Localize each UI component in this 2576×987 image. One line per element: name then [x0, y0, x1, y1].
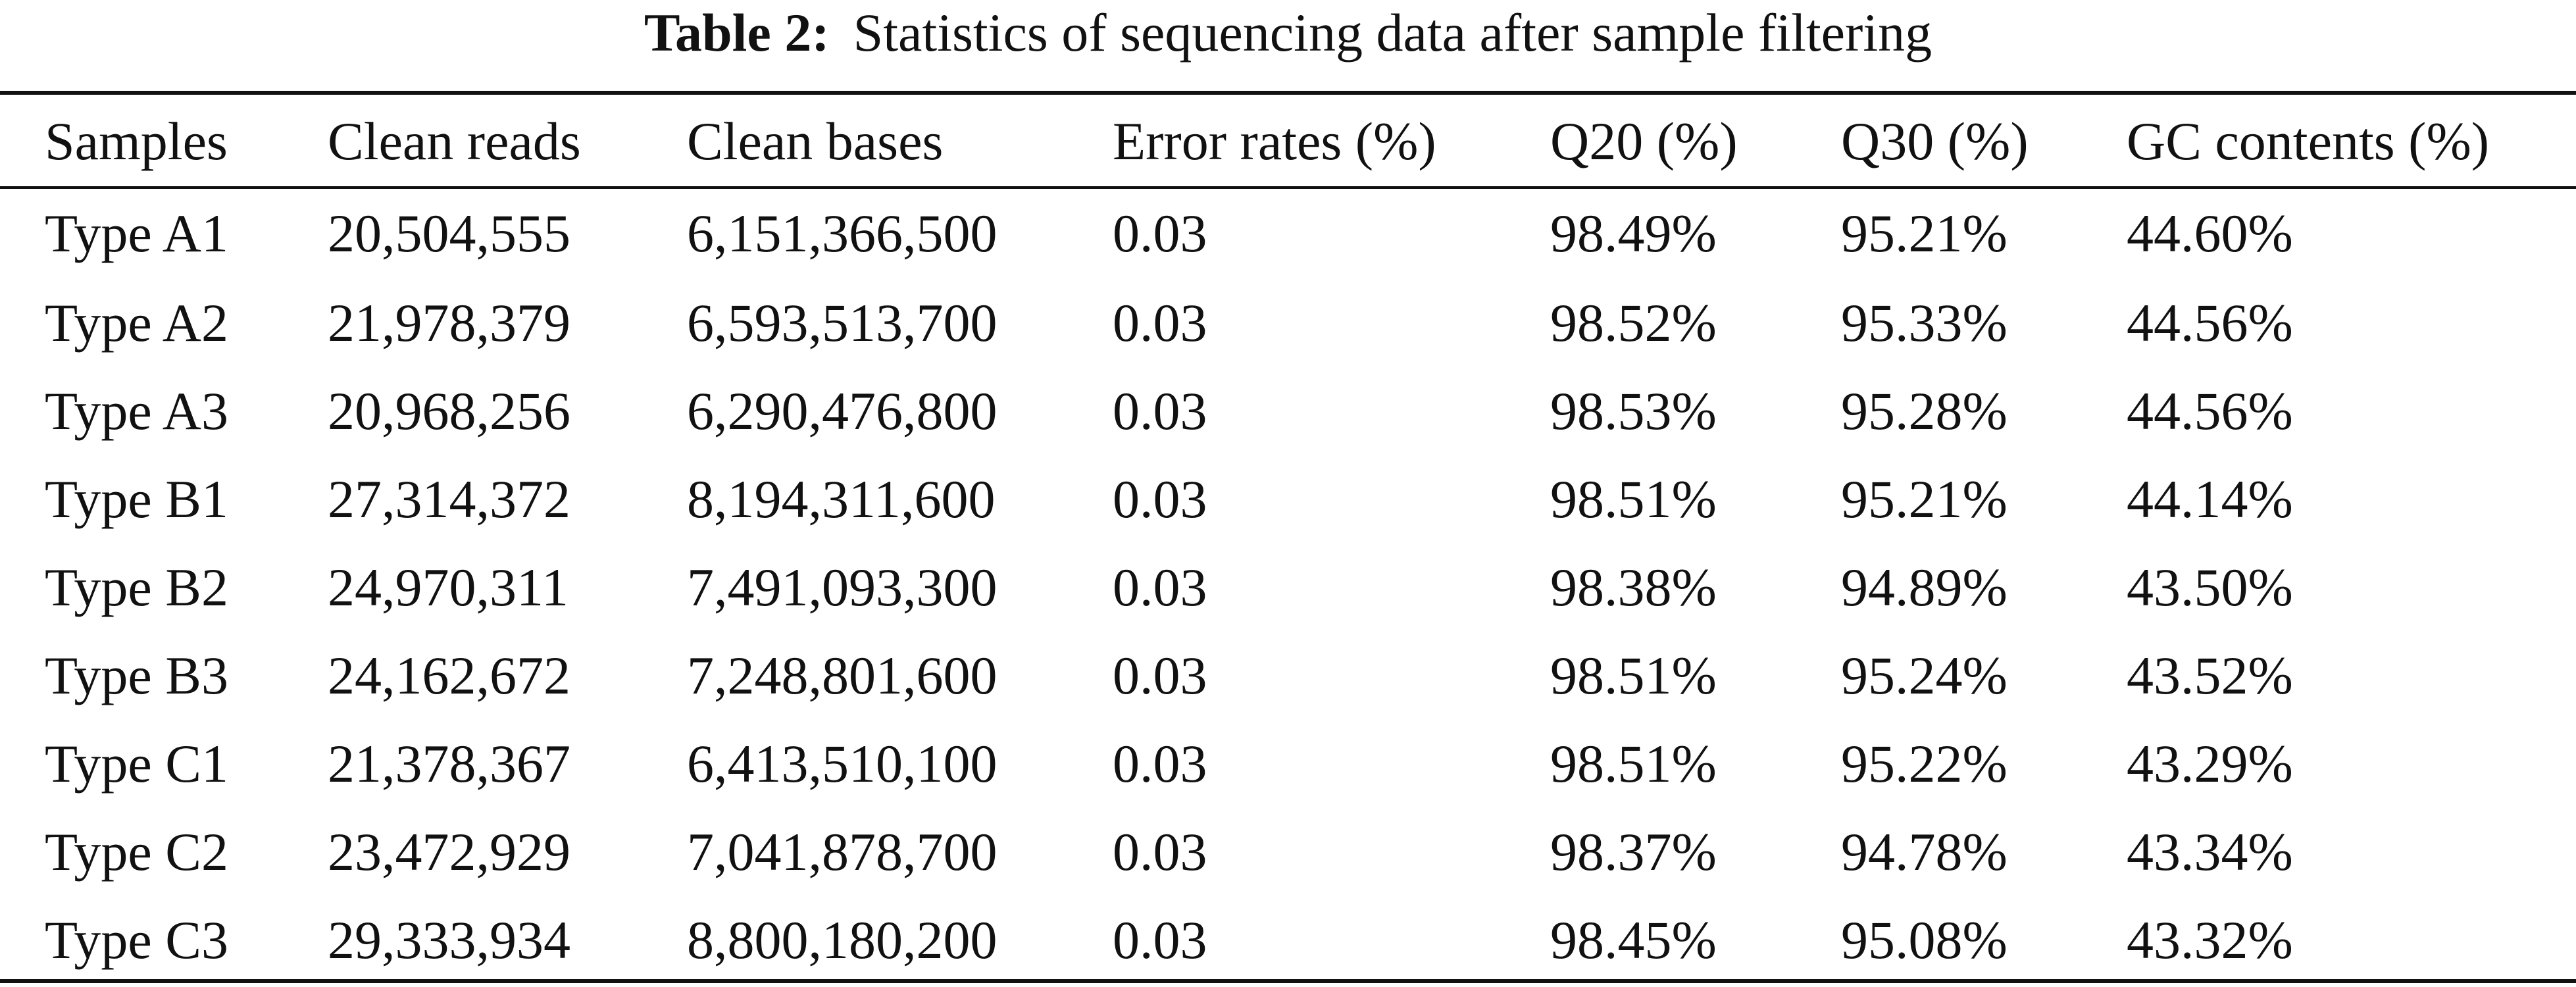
cell-clean-reads: 21,978,379 — [328, 293, 570, 353]
cell-clean-bases: 8,194,311,600 — [687, 469, 996, 529]
cell-gc-content: 43.32% — [2127, 910, 2293, 970]
cell-q30: 95.24% — [1841, 645, 2008, 705]
cell-sample: Type A2 — [45, 293, 228, 353]
sequencing-stats-table: Samples Clean reads Clean bases Error ra… — [0, 95, 2576, 984]
cell-error-rate: 0.03 — [1113, 557, 1207, 617]
cell-q20: 98.53% — [1550, 381, 1717, 441]
cell-q20: 98.51% — [1550, 469, 1717, 529]
cell-clean-bases: 6,151,366,500 — [687, 203, 998, 263]
cell-q20: 98.52% — [1550, 293, 1717, 353]
table-caption: Table 2: Statistics of sequencing data af… — [0, 0, 2576, 78]
cell-sample: Type C3 — [45, 910, 228, 970]
cell-q20: 98.45% — [1550, 910, 1717, 970]
cell-q20: 98.38% — [1550, 557, 1717, 617]
cell-sample: Type C2 — [45, 822, 228, 882]
cell-q30: 94.78% — [1841, 822, 2008, 882]
cell-error-rate: 0.03 — [1113, 645, 1207, 705]
cell-error-rate: 0.03 — [1113, 734, 1207, 794]
cell-q30: 95.22% — [1841, 734, 2008, 794]
cell-q20: 98.49% — [1550, 203, 1717, 263]
cell-clean-reads: 24,970,311 — [328, 557, 568, 617]
cell-q20: 98.51% — [1550, 645, 1717, 705]
header-q20: Q20 (%) — [1550, 111, 1738, 171]
cell-gc-content: 43.34% — [2127, 822, 2293, 882]
cell-clean-reads: 27,314,372 — [328, 469, 570, 529]
header-samples: Samples — [45, 111, 228, 171]
table-bottom-rule — [0, 979, 2576, 983]
cell-sample: Type A1 — [45, 203, 228, 263]
cell-error-rate: 0.03 — [1113, 203, 1207, 263]
cell-clean-reads: 23,472,929 — [328, 822, 570, 882]
cell-clean-reads: 29,333,934 — [328, 910, 570, 970]
cell-q20: 98.51% — [1550, 734, 1717, 794]
cell-clean-bases: 7,041,878,700 — [687, 822, 998, 882]
cell-clean-bases: 6,593,513,700 — [687, 293, 998, 353]
table-body: Type A1 20,504,555 6,151,366,500 0.03 98… — [0, 188, 2576, 984]
cell-sample: Type B2 — [45, 557, 228, 617]
header-clean-bases: Clean bases — [687, 111, 944, 171]
cell-q30: 95.08% — [1841, 910, 2008, 970]
cell-clean-bases: 7,248,801,600 — [687, 645, 998, 705]
cell-gc-content: 43.52% — [2127, 645, 2293, 705]
cell-gc-content: 43.50% — [2127, 557, 2293, 617]
cell-sample: Type B1 — [45, 469, 228, 529]
header-gc-contents: GC contents (%) — [2127, 111, 2490, 171]
cell-q30: 95.28% — [1841, 381, 2008, 441]
cell-gc-content: 43.29% — [2127, 734, 2293, 794]
cell-gc-content: 44.14% — [2127, 469, 2293, 529]
cell-error-rate: 0.03 — [1113, 822, 1207, 882]
cell-gc-content: 44.56% — [2127, 293, 2293, 353]
table-row: Type C3 29,333,934 8,800,180,200 0.03 98… — [0, 896, 2576, 984]
cell-error-rate: 0.03 — [1113, 910, 1207, 970]
table-top-rule — [0, 91, 2576, 95]
cell-error-rate: 0.03 — [1113, 469, 1207, 529]
cell-clean-bases: 8,800,180,200 — [687, 910, 998, 970]
cell-gc-content: 44.60% — [2127, 203, 2293, 263]
cell-q20: 98.37% — [1550, 822, 1717, 882]
header-error-rates: Error rates (%) — [1113, 111, 1436, 171]
cell-error-rate: 0.03 — [1113, 381, 1207, 441]
table-caption-text: Statistics of sequencing data after samp… — [853, 3, 1932, 63]
cell-gc-content: 44.56% — [2127, 381, 2293, 441]
table-row: Type C1 21,378,367 6,413,510,100 0.03 98… — [0, 720, 2576, 808]
cell-q30: 95.21% — [1841, 203, 2008, 263]
cell-clean-reads: 20,504,555 — [328, 203, 570, 263]
cell-clean-reads: 21,378,367 — [328, 734, 570, 794]
cell-sample: Type C1 — [45, 734, 228, 794]
cell-clean-reads: 24,162,672 — [328, 645, 570, 705]
cell-clean-bases: 6,290,476,800 — [687, 381, 998, 441]
table-row: Type B2 24,970,311 7,491,093,300 0.03 98… — [0, 544, 2576, 632]
table-row: Type A1 20,504,555 6,151,366,500 0.03 98… — [0, 188, 2576, 279]
table-row: Type B3 24,162,672 7,248,801,600 0.03 98… — [0, 632, 2576, 720]
cell-sample: Type B3 — [45, 645, 228, 705]
cell-error-rate: 0.03 — [1113, 293, 1207, 353]
cell-sample: Type A3 — [45, 381, 228, 441]
header-q30: Q30 (%) — [1841, 111, 2029, 171]
table-header: Samples Clean reads Clean bases Error ra… — [0, 95, 2576, 188]
cell-clean-bases: 7,491,093,300 — [687, 557, 998, 617]
cell-q30: 94.89% — [1841, 557, 2008, 617]
table-header-rule — [0, 186, 2576, 189]
table-header-row: Samples Clean reads Clean bases Error ra… — [0, 95, 2576, 188]
cell-clean-reads: 20,968,256 — [328, 381, 570, 441]
table-row: Type B1 27,314,372 8,194,311,600 0.03 98… — [0, 455, 2576, 544]
table-row: Type A2 21,978,379 6,593,513,700 0.03 98… — [0, 279, 2576, 367]
cell-q30: 95.21% — [1841, 469, 2008, 529]
header-clean-reads: Clean reads — [328, 111, 581, 171]
cell-clean-bases: 6,413,510,100 — [687, 734, 998, 794]
table-row: Type A3 20,968,256 6,290,476,800 0.03 98… — [0, 367, 2576, 455]
table-row: Type C2 23,472,929 7,041,878,700 0.03 98… — [0, 808, 2576, 896]
table-caption-label: Table 2: — [644, 3, 830, 63]
cell-q30: 95.33% — [1841, 293, 2008, 353]
